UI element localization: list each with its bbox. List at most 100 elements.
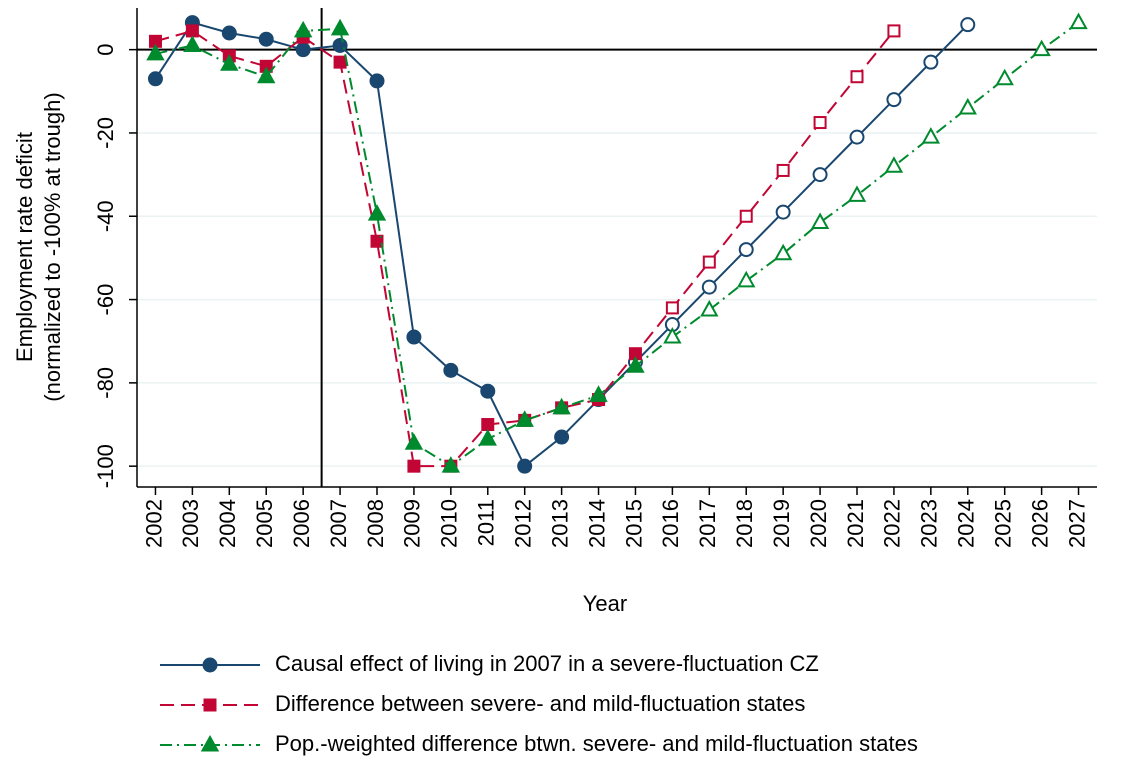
marker bbox=[407, 459, 421, 473]
x-tick-label: 2004 bbox=[215, 499, 240, 548]
x-tick-label: 2021 bbox=[843, 499, 868, 548]
marker bbox=[478, 429, 497, 446]
marker bbox=[960, 17, 976, 33]
legend-marker bbox=[203, 698, 217, 712]
marker bbox=[589, 385, 608, 402]
x-tick-label: 2016 bbox=[658, 499, 683, 548]
x-axis-title: Year bbox=[583, 591, 627, 616]
marker bbox=[221, 25, 237, 41]
legend-marker bbox=[202, 657, 218, 673]
legend-label: Causal effect of living in 2007 in a sev… bbox=[275, 651, 819, 676]
marker bbox=[847, 185, 867, 202]
y-tick-label: -60 bbox=[93, 284, 118, 316]
marker bbox=[146, 43, 165, 61]
marker bbox=[293, 20, 313, 38]
x-tick-label: 2026 bbox=[1027, 499, 1052, 548]
series-line bbox=[155, 21, 1080, 468]
marker bbox=[884, 156, 904, 173]
legend-marker bbox=[200, 734, 220, 752]
marker bbox=[220, 54, 239, 71]
y-axis-title: Employment rate deficit bbox=[12, 132, 37, 362]
marker bbox=[738, 242, 754, 258]
marker bbox=[812, 167, 828, 183]
x-tick-label: 2006 bbox=[289, 499, 314, 548]
marker bbox=[739, 209, 753, 223]
marker bbox=[404, 433, 424, 450]
marker bbox=[813, 116, 827, 130]
marker bbox=[702, 255, 716, 269]
x-tick-label: 2023 bbox=[917, 499, 942, 548]
x-tick-label: 2003 bbox=[178, 499, 203, 548]
series-line bbox=[155, 29, 895, 468]
marker bbox=[183, 35, 202, 52]
marker bbox=[887, 24, 901, 38]
x-tick-label: 2007 bbox=[326, 499, 351, 548]
marker bbox=[333, 55, 347, 69]
marker bbox=[295, 42, 311, 58]
marker bbox=[995, 68, 1014, 86]
marker bbox=[367, 204, 387, 221]
marker bbox=[626, 356, 645, 373]
marker bbox=[517, 458, 533, 474]
marker bbox=[776, 163, 790, 177]
marker bbox=[552, 397, 571, 415]
marker bbox=[369, 73, 385, 89]
y-tick-label: -40 bbox=[93, 200, 118, 232]
marker bbox=[330, 18, 350, 36]
marker bbox=[773, 243, 793, 261]
marker bbox=[958, 97, 977, 115]
marker bbox=[443, 362, 459, 378]
marker bbox=[886, 92, 902, 108]
x-tick-label: 2022 bbox=[880, 499, 905, 548]
marker bbox=[1032, 39, 1051, 57]
marker bbox=[370, 234, 384, 248]
marker bbox=[700, 299, 719, 317]
marker bbox=[849, 129, 865, 145]
x-tick-label: 2012 bbox=[511, 499, 536, 548]
marker bbox=[663, 326, 682, 344]
x-tick-label: 2002 bbox=[141, 499, 166, 548]
legend-label: Difference between severe- and mild-fluc… bbox=[275, 691, 805, 716]
marker bbox=[258, 31, 274, 47]
x-tick-label: 2024 bbox=[954, 499, 979, 548]
x-tick-label: 2011 bbox=[474, 499, 499, 546]
marker bbox=[481, 418, 495, 432]
marker bbox=[775, 204, 791, 220]
x-tick-label: 2008 bbox=[363, 499, 388, 548]
y-tick-label: 0 bbox=[93, 44, 118, 56]
marker bbox=[1069, 12, 1088, 30]
x-tick-label: 2014 bbox=[584, 499, 609, 548]
marker bbox=[480, 383, 496, 399]
marker bbox=[923, 54, 939, 70]
y-tick-label: -80 bbox=[93, 367, 118, 399]
marker bbox=[921, 127, 941, 144]
marker bbox=[850, 70, 864, 84]
x-tick-label: 2019 bbox=[769, 499, 794, 548]
marker bbox=[257, 66, 276, 84]
x-tick-label: 2025 bbox=[991, 499, 1016, 548]
marker bbox=[406, 329, 422, 345]
marker bbox=[147, 71, 163, 87]
marker bbox=[701, 279, 717, 295]
legend-label: Pop.-weighted difference btwn. severe- a… bbox=[275, 731, 918, 756]
x-tick-label: 2015 bbox=[621, 499, 646, 548]
x-tick-label: 2020 bbox=[806, 499, 831, 548]
x-tick-label: 2013 bbox=[547, 499, 572, 548]
marker bbox=[737, 270, 756, 288]
marker bbox=[810, 212, 830, 230]
marker bbox=[515, 410, 534, 427]
x-tick-label: 2010 bbox=[437, 499, 462, 548]
y-tick-label: -100 bbox=[93, 444, 118, 488]
x-tick-label: 2005 bbox=[252, 499, 277, 548]
x-tick-label: 2017 bbox=[695, 499, 720, 548]
x-tick-label: 2018 bbox=[732, 499, 757, 548]
marker bbox=[441, 456, 461, 473]
x-tick-label: 2009 bbox=[400, 499, 425, 548]
x-tick-label: 2027 bbox=[1064, 499, 1089, 548]
marker bbox=[554, 429, 570, 445]
marker bbox=[185, 24, 199, 38]
y-tick-label: -20 bbox=[93, 117, 118, 149]
y-axis-title: (normalized to -100% at trough) bbox=[40, 92, 65, 401]
marker bbox=[332, 37, 348, 53]
